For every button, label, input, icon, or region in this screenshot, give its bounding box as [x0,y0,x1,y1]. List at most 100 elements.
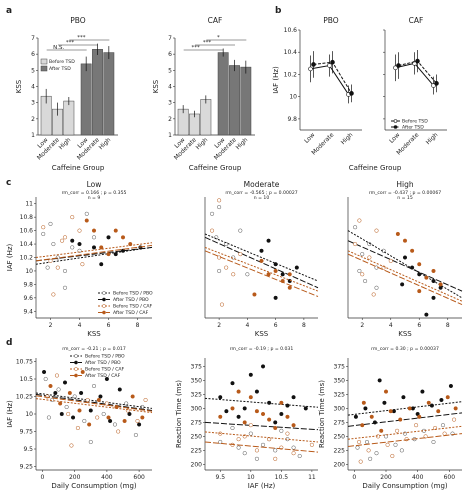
scatter-iaf-consumption-point-after-pbo [59,411,64,417]
bar-pbo-y-tick-label: 4 [31,84,35,91]
scatter-iaf-consumption-point-after-caf [80,369,85,375]
scatter-rt-iaf-point-before-caf [273,456,278,461]
line-x-label: Caffeine Group [349,164,402,172]
scatter-low-point-before-caf [60,238,65,243]
scatter-iaf-consumption-point-before-caf [116,429,121,434]
scatter-iaf-consumption-point-before-pbo [133,432,138,438]
scatter-low-point-after-caf [84,218,89,223]
scatter-low-point-before-pbo [45,265,50,270]
scatter-rt-iaf-point-after-caf [291,423,296,428]
scatter-moderate-point-before-pbo [245,272,250,277]
scatter-iaf-consumption-point-before-pbo [64,404,69,410]
scatter-c-legend-label: Before TSD / PBO [113,291,153,297]
scatter-low-x-tick-label: 6 [107,322,111,329]
scatter-low-point-before-caf [62,235,68,240]
scatter-high-point-before-pbo [360,252,365,257]
scatter-low-x-tick-label: 2 [49,322,53,329]
scatter-moderate-point-before-pbo [210,211,215,216]
scatter-rt-consumption-point-before-caf [366,448,371,453]
scatter-iaf-consumption-point-after-pbo [98,394,103,399]
line-caf-category-label: High [425,131,440,146]
scatter-rt-iaf-point-after-pbo [218,395,223,400]
scatter-iaf-consumption-fit-after-caf [35,395,153,412]
scatter-low-x-tick-label: 4 [78,322,82,329]
scatter-c-legend-marker [102,310,106,315]
scatter-rt-consumption-point-before-caf [442,431,447,436]
scatter-iaf-consumption-stat-label: rm_corr = -0.21 ; p = 0.017 [62,346,126,352]
scatter-moderate-x-tick-label: 4 [245,322,249,329]
bar-legend-label: After TSD [49,66,71,72]
scatter-low-y-tick-label: 9.4 [23,308,33,315]
scatter-d-legend-label: After TSD / PBO [85,360,121,366]
scatter-high-point-before-pbo [357,268,362,273]
scatter-iaf-consumption-y-tick-label: 10.75 [16,359,33,366]
scatter-c-legend-label: After TSD / CAF [113,310,149,316]
line-legend-marker [393,125,398,129]
scatter-rt-consumption-fit-after-caf [347,433,463,447]
scatter-high-point-after-pbo [431,278,436,284]
scatter-rt-consumption-x-tick-label: 200 [380,474,392,481]
scatter-iaf-consumption-point-after-caf [67,390,72,396]
scatter-rt-iaf-y-tick-label: 350 [191,377,203,384]
scatter-iaf-consumption-point-after-pbo [88,408,93,413]
scatter-high-x-tick-label: 4 [389,322,393,329]
scatter-rt-iaf-y-tick-label: 275 [191,419,203,426]
scatter-iaf-consumption-point-before-pbo [112,422,117,427]
scatter-rt-iaf-point-after-caf [260,411,266,417]
scatter-rt-iaf-point-after-caf [248,395,253,400]
scatter-rt-consumption-point-after-pbo [420,389,425,394]
scatter-rt-iaf-point-before-caf [248,423,253,428]
scatter-low-point-before-caf [70,215,75,220]
scatter-rt-consumption-point-after-caf [369,414,374,419]
scatter-rt-consumption-point-after-caf [379,428,384,433]
scatter-c-legend-marker [102,291,106,295]
scatter-moderate-x-tick-label: 2 [217,322,221,329]
scatter-rt-consumption-point-after-pbo [429,403,434,408]
scatter-low-point-after-caf [106,252,111,257]
scatter-iaf-consumption-point-after-caf [140,415,145,420]
scatter-iaf-consumption-point-after-pbo [127,411,132,417]
scatter-low-fit-before-pbo [35,246,153,265]
scatter-high-point-before-pbo [363,278,368,284]
scatter-low-x-label: KSS [87,330,101,338]
scatter-low-point-after-caf [128,242,133,247]
scatter-rt-iaf-point-after-pbo [279,411,284,417]
scatter-high-fit-after-caf [347,253,463,306]
scatter-rt-iaf-point-before-caf [309,442,314,447]
scatter-iaf-consumption-point-after-pbo [104,376,109,382]
scatter-iaf-consumption-point-after-caf [87,422,92,427]
line-pbo-y-tick-label: 10.2 [284,71,298,78]
scatter-rt-iaf-point-before-pbo [273,448,278,453]
scatter-low-point-before-pbo [51,242,56,247]
scatter-moderate-point-after-caf [259,258,264,263]
line-pbo-category-label: Low [303,131,316,144]
scatter-iaf-consumption-point-before-pbo [56,387,61,392]
bar-caf-significance-label: *** [192,45,201,51]
scatter-high-x-label: KSS [398,330,412,338]
scatter-d-legend-marker [74,373,78,378]
bar-pbo-x-label: Caffeine Group [52,164,105,172]
scatter-rt-iaf-point-after-pbo [291,395,296,400]
scatter-rt-iaf-point-before-pbo [254,456,259,461]
scatter-rt-consumption-y-tick-label: 275 [334,419,346,426]
scatter-rt-consumption-point-after-caf [360,423,365,428]
bar-caf-y-tick-label: 5 [168,67,172,74]
scatter-high-point-after-caf [417,289,422,294]
scatter-moderate-point-before-caf [224,265,229,270]
scatter-moderate-point-before-pbo [217,205,222,210]
scatter-moderate-point-after-pbo [266,238,271,243]
bar-caf-y-tick-label: 3 [168,100,172,107]
scatter-high-point-after-caf [395,231,400,237]
scatter-iaf-consumption-point-before-caf [104,401,109,406]
line-legend-label: After TSD [402,125,424,131]
scatter-moderate-point-after-pbo [273,262,278,267]
scatter-low-point-before-pbo [62,268,68,273]
bar-caf-bar [229,65,240,136]
scatter-iaf-consumption-x-label: Daily Consumption (mg) [51,482,137,490]
scatter-rt-iaf-point-after-caf [279,400,284,405]
scatter-rt-iaf-point-after-pbo [273,420,278,425]
scatter-low-point-before-caf [41,225,46,230]
scatter-rt-iaf-fit-before-caf [204,431,319,443]
scatter-high-point-after-caf [417,262,422,267]
